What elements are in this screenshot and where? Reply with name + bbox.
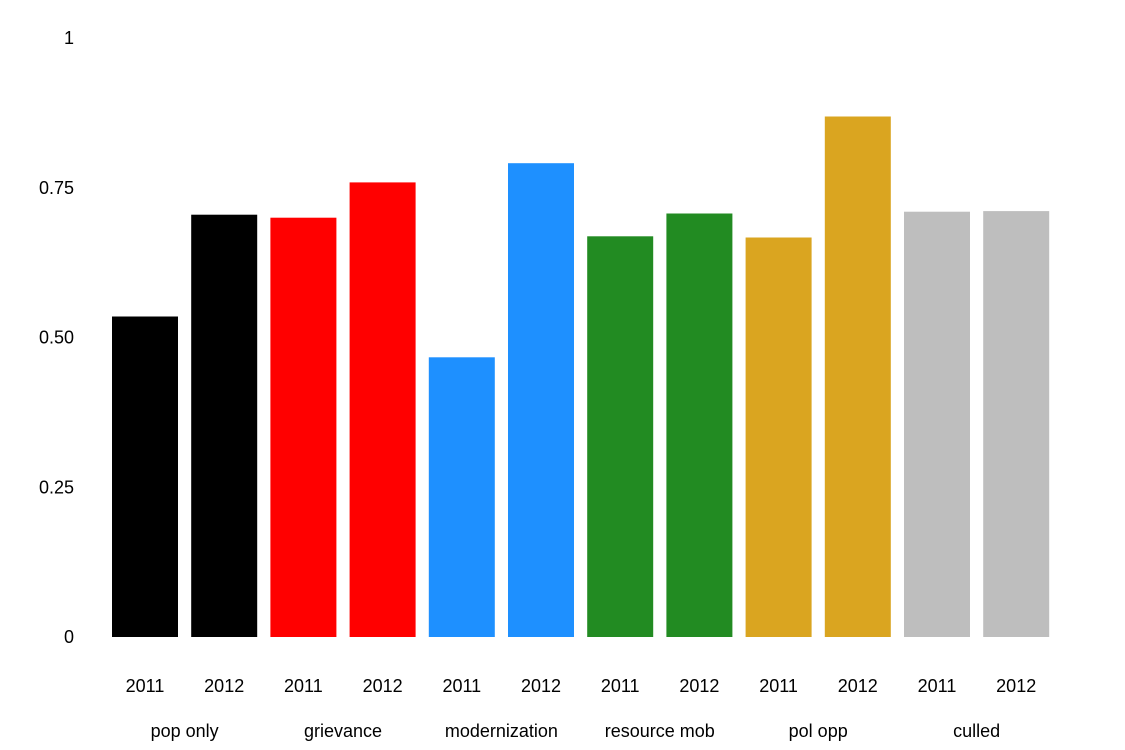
x-tick-label: 2012 xyxy=(521,676,561,696)
x-tick-label: 2011 xyxy=(442,676,481,696)
y-tick-label: 0.75 xyxy=(39,178,74,198)
group-label: grievance xyxy=(304,721,382,741)
y-tick-label: 0.50 xyxy=(39,328,74,348)
group-label: pol opp xyxy=(789,721,848,741)
bar xyxy=(349,182,416,637)
bars xyxy=(112,116,1050,638)
x-tick-label: 2011 xyxy=(601,676,640,696)
x-tick-label: 2011 xyxy=(759,676,798,696)
bar xyxy=(508,163,574,637)
y-tick-label: 1 xyxy=(64,28,74,48)
x-tick-label: 2011 xyxy=(284,676,323,696)
x-tick-label: 2011 xyxy=(918,676,957,696)
x-tick-label: 2012 xyxy=(204,676,244,696)
x-tick-labels: 2011 2012 2011 2012 2011 2012 2011 2012 2011 2012… xyxy=(126,676,1037,696)
y-tick-label: 0 xyxy=(64,627,74,647)
bar xyxy=(428,357,495,637)
x-tick-label: 2011 xyxy=(126,676,165,696)
bar xyxy=(270,217,337,637)
x-tick-label: 2012 xyxy=(996,676,1036,696)
y-axis: 0 0.25 0.50 0.75 1 xyxy=(39,28,74,647)
group-label: resource mob xyxy=(605,721,715,741)
bar xyxy=(587,236,654,638)
bar xyxy=(112,316,178,637)
x-tick-label: 2012 xyxy=(838,676,878,696)
x-tick-label: 2012 xyxy=(679,676,719,696)
bar xyxy=(904,211,970,637)
bar xyxy=(745,237,812,637)
bar xyxy=(666,213,733,637)
group-label: modernization xyxy=(445,721,558,741)
group-label: culled xyxy=(953,721,1000,741)
y-tick-label: 0.25 xyxy=(39,477,74,497)
x-tick-label: 2012 xyxy=(363,676,403,696)
group-labels: pop only grievance modernization resource m… xyxy=(151,721,1001,741)
bar xyxy=(983,211,1050,637)
bar xyxy=(191,214,258,637)
bar xyxy=(824,116,891,637)
group-label: pop only xyxy=(151,721,219,741)
